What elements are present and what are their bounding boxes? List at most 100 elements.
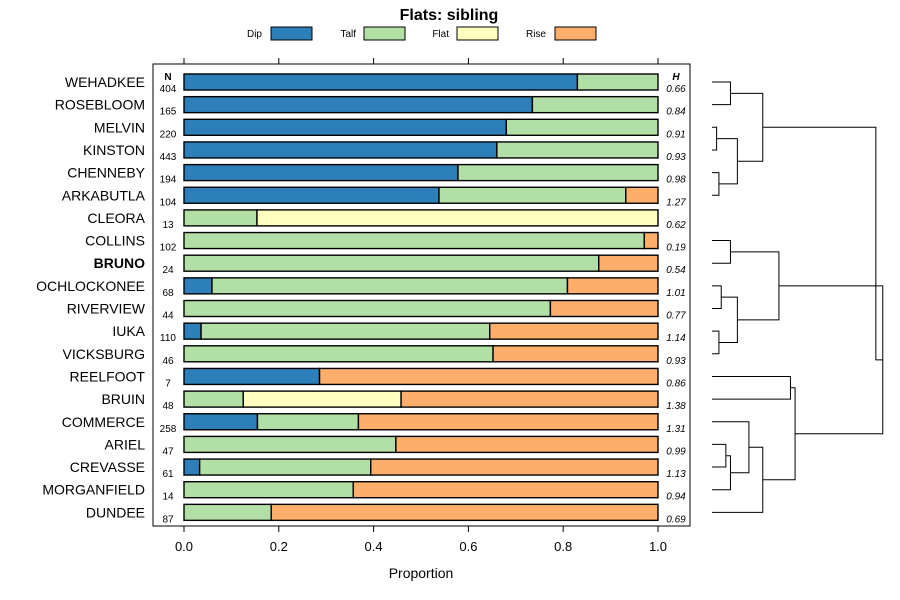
bar-segment-rise xyxy=(395,435,659,454)
bar-segment-rise xyxy=(489,322,659,340)
row-label: ARKABUTLA xyxy=(62,187,146,203)
chart-title: Flats: sibling xyxy=(400,7,499,24)
bar-row-arkabutla: ARKABUTLA 104 1.27 xyxy=(62,186,686,208)
bar-row-chenneby: CHENNEBY 194 0.98 xyxy=(67,163,686,186)
bar-segment-talf xyxy=(457,163,659,182)
row-n-value: 24 xyxy=(162,265,174,276)
legend-swatch-dip xyxy=(270,26,313,41)
row-h-value: 0.86 xyxy=(666,378,686,389)
bar-row-dundee: DUNDEE 87 0.69 xyxy=(86,503,686,525)
bar-segment-talf xyxy=(256,413,360,431)
row-label: ARIEL xyxy=(105,436,146,452)
dendrogram-link-5 xyxy=(712,240,731,264)
bar-segment-rise xyxy=(549,299,659,318)
row-n-value: 14 xyxy=(162,492,174,503)
row-label: MORGANFIELD xyxy=(42,482,145,498)
row-h-value: 1.13 xyxy=(666,469,686,480)
bar-segment-talf xyxy=(183,503,272,522)
row-n-value: 110 xyxy=(160,333,176,344)
bar-segment-dip xyxy=(183,458,201,476)
row-h-value: 1.01 xyxy=(666,288,685,299)
row-h-value: 0.77 xyxy=(666,311,686,322)
bar-segment-rise xyxy=(400,390,659,408)
legend-swatch-talf xyxy=(363,26,406,41)
bar-row-rosebloom: ROSEBLOOM 165 0.84 xyxy=(55,95,686,118)
bottom-axis-ticks: 0.0 0.2 0.4 0.6 0.8 1.0 xyxy=(175,526,667,554)
dendrogram-link-10 xyxy=(712,443,727,468)
bar-row-bruin: BRUIN 48 1.38 xyxy=(101,390,686,412)
dendrogram-link-1 xyxy=(712,126,718,151)
legend-label-dip: Dip xyxy=(247,29,262,40)
n-column-header: N xyxy=(164,72,171,83)
bar-segment-dip xyxy=(183,186,440,204)
bar-segment-dip xyxy=(183,367,321,386)
bar-segment-rise xyxy=(270,503,659,522)
x-tick-label-0: 0.0 xyxy=(175,539,193,554)
row-label: BRUNO xyxy=(94,255,145,271)
row-h-value: 0.98 xyxy=(666,175,686,186)
row-h-value: 0.54 xyxy=(666,265,686,276)
row-n-value: 13 xyxy=(162,220,174,231)
bar-segment-rise xyxy=(625,186,659,204)
bar-segment-rise xyxy=(370,458,659,476)
legend: Dip Talf Flat Rise xyxy=(247,26,597,41)
row-h-value: 1.14 xyxy=(666,333,686,344)
row-n-value: 44 xyxy=(162,311,174,322)
row-n-value: 165 xyxy=(160,107,177,118)
legend-label-rise: Rise xyxy=(526,29,546,40)
bar-row-reelfoot: REELFOOT 7 0.86 xyxy=(70,367,686,389)
bar-segment-rise xyxy=(318,367,659,386)
row-label: VICKSBURG xyxy=(63,346,145,362)
bar-segment-talf xyxy=(183,254,600,272)
dendrogram-link-16 xyxy=(778,285,884,435)
row-label: CREVASSE xyxy=(70,459,145,475)
bar-segment-dip xyxy=(183,141,498,159)
row-n-value: 48 xyxy=(162,401,174,412)
dendrogram-link-14 xyxy=(712,375,791,400)
bar-row-crevasse: CREVASSE 61 1.13 xyxy=(70,458,686,480)
row-label: KINSTON xyxy=(83,142,145,158)
dendrogram-link-3 xyxy=(716,138,738,185)
bar-segment-rise xyxy=(357,413,659,431)
row-n-value: 46 xyxy=(162,356,174,367)
bar-segment-talf xyxy=(505,118,659,137)
dendrogram-link-0 xyxy=(712,81,731,106)
row-h-value: 0.93 xyxy=(666,152,686,163)
dendrogram-link-7 xyxy=(712,330,720,355)
bar-segment-talf xyxy=(211,277,569,295)
row-h-value: 0.66 xyxy=(666,84,686,95)
row-h-value: 1.27 xyxy=(666,197,686,208)
row-label: RIVERVIEW xyxy=(67,301,146,317)
bar-row-commerce: COMMERCE 258 1.31 xyxy=(62,413,686,435)
row-h-value: 1.31 xyxy=(666,424,685,435)
bar-row-iuka: IUKA 110 1.14 xyxy=(112,322,686,344)
bar-segment-talf xyxy=(496,141,659,159)
bar-row-bruno: BRUNO 24 0.54 xyxy=(94,254,686,276)
x-tick-label-3: 0.6 xyxy=(459,539,477,554)
bar-segment-talf xyxy=(183,345,494,363)
bar-segment-talf xyxy=(198,458,372,476)
row-h-value: 0.91 xyxy=(666,129,685,140)
row-n-value: 404 xyxy=(160,84,177,95)
x-tick-label-5: 1.0 xyxy=(649,539,667,554)
row-label: CHENNEBY xyxy=(67,165,145,181)
row-n-value: 102 xyxy=(160,243,177,254)
bar-segment-talf xyxy=(183,390,244,408)
legend-swatch-flat xyxy=(456,26,499,41)
bar-segment-talf xyxy=(183,435,397,454)
x-tick-label-4: 0.8 xyxy=(554,539,572,554)
bar-segment-dip xyxy=(183,73,579,91)
bar-rows: WEHADKEE 404 0.66 ROSEBLOOM 165 0.84 MELVIN 220… xyxy=(36,73,686,525)
row-h-value: 0.84 xyxy=(666,107,686,118)
x-tick-label-2: 0.4 xyxy=(365,539,383,554)
bar-segment-dip xyxy=(183,322,202,340)
row-label: BRUIN xyxy=(101,391,145,407)
bar-segment-talf xyxy=(531,95,659,114)
row-label: OCHLOCKONEE xyxy=(36,278,145,294)
dendrogram-link-12 xyxy=(712,421,750,474)
bar-segment-rise xyxy=(566,277,659,295)
dendrogram-link-9 xyxy=(730,251,780,321)
row-h-value: 0.93 xyxy=(666,356,686,367)
dendrogram-link-6 xyxy=(712,285,722,309)
